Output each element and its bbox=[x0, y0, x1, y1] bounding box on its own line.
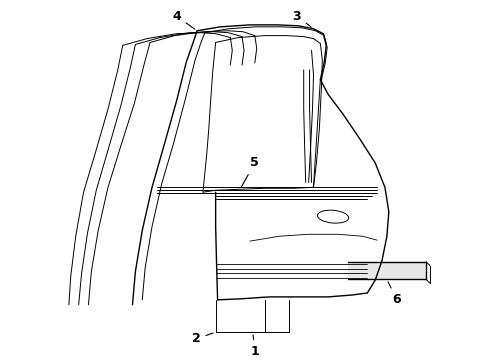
Text: 5: 5 bbox=[242, 156, 259, 187]
Text: 2: 2 bbox=[192, 333, 213, 346]
Text: 1: 1 bbox=[250, 335, 259, 358]
Text: 6: 6 bbox=[388, 282, 401, 306]
Text: 3: 3 bbox=[293, 10, 311, 27]
Text: 4: 4 bbox=[172, 10, 195, 29]
Bar bbox=[348, 262, 426, 279]
